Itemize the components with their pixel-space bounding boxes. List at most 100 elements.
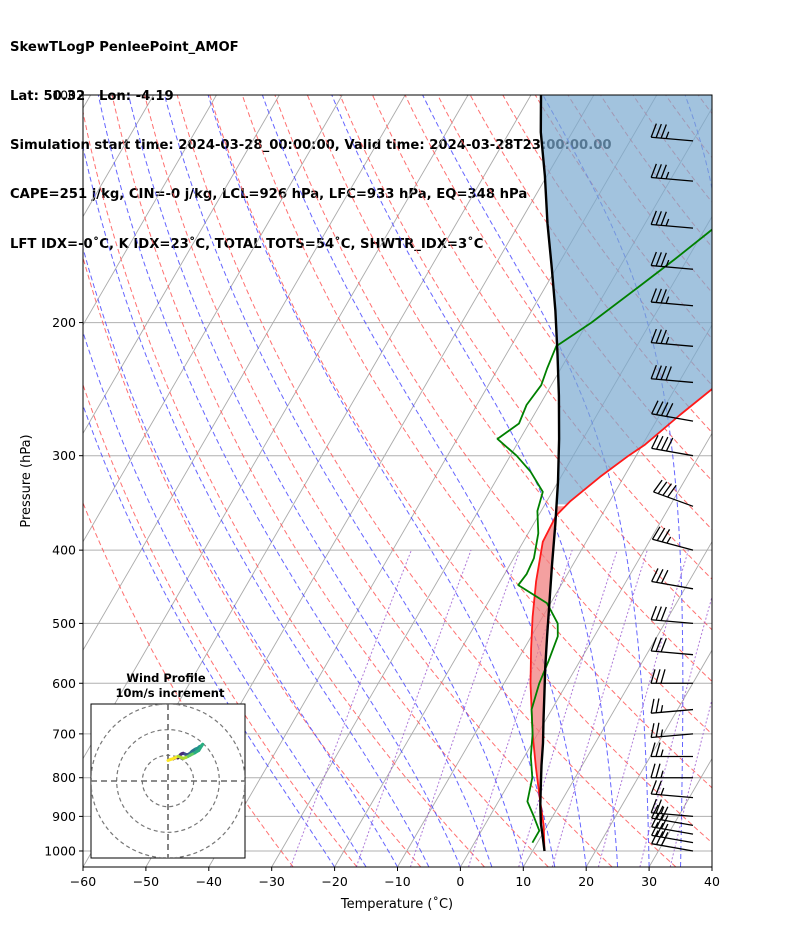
- location-line: Lat: 50.32 Lon: -4.19: [10, 89, 174, 105]
- x-tick-label: 20: [578, 874, 594, 889]
- moist-adiabat: [83, 330, 367, 867]
- moist-adiabat: [164, 95, 524, 867]
- wind-barb-full: [657, 481, 668, 495]
- x-tick-label: −20: [321, 874, 347, 889]
- wind-barb-full: [660, 823, 669, 838]
- wind-barb-full: [655, 569, 664, 583]
- y-tick-label: 500: [52, 616, 76, 631]
- dry-adiabat: [372, 95, 712, 580]
- wind-barb-staff: [651, 826, 694, 835]
- y-tick-label: 300: [52, 448, 76, 463]
- hodograph-subtitle: 10m/s increment: [116, 686, 225, 700]
- wind-barb-full: [651, 804, 659, 819]
- x-tick-label: −60: [70, 874, 96, 889]
- mixing-ratio-lines: [290, 549, 712, 867]
- wind-barb-staff: [651, 264, 694, 270]
- wind-barb-full: [655, 814, 664, 829]
- wind-barb-full: [665, 366, 672, 381]
- wind-barb-full: [650, 637, 657, 652]
- wind-barb-full: [660, 638, 667, 653]
- wind-barb-half: [665, 131, 670, 139]
- dewpoint-profile: [496, 228, 712, 844]
- wind-barb-full: [655, 637, 662, 652]
- wind-barb-full: [655, 252, 662, 267]
- wind-barb-full: [655, 288, 662, 303]
- cape-area: [540, 95, 712, 505]
- wind-barb-staff: [651, 447, 694, 457]
- wind-barb-full: [655, 831, 664, 845]
- wind-barb-full: [660, 211, 667, 226]
- wind-barb: [650, 669, 693, 684]
- wind-barb-full: [660, 164, 667, 179]
- isotherm: [83, 95, 217, 326]
- hodograph-plot: [91, 704, 245, 858]
- wind-barb-full: [650, 780, 657, 795]
- isotherm: [83, 95, 280, 435]
- wind-barb: [650, 251, 694, 270]
- wind-barb-staff: [653, 491, 694, 507]
- x-tick-label: 30: [641, 874, 657, 889]
- wind-barb-full: [651, 813, 659, 828]
- wind-barb: [650, 780, 694, 799]
- wind-barb-full: [650, 288, 657, 303]
- cape-line: CAPE=251 j/kg, CIN=-0 j/kg, LCL=926 hPa,…: [10, 187, 528, 203]
- wind-barb-staff: [651, 136, 694, 142]
- wind-barb-staff: [652, 538, 694, 551]
- wind-barb-staff: [651, 619, 694, 625]
- chart-title: SkewTLogP PenleePoint_AMOF: [10, 39, 239, 55]
- wind-barb-full: [667, 484, 677, 498]
- wind-barb-full: [651, 526, 661, 540]
- wind-barb-full: [655, 329, 662, 344]
- wind-barb-staff: [651, 580, 694, 590]
- moist-adiabat: [261, 95, 587, 867]
- wind-barb: [650, 364, 694, 384]
- isotherm: [522, 540, 712, 867]
- dry-adiabat: [83, 109, 485, 867]
- wind-barb-full: [650, 163, 657, 178]
- moist-adiabat: [97, 95, 461, 867]
- wind-barb-full: [655, 698, 660, 713]
- dry-adiabat: [83, 255, 422, 867]
- wind-barb-full: [660, 402, 669, 416]
- wind-barb-full: [650, 763, 656, 778]
- wind-barb: [650, 637, 694, 656]
- isotherm: [83, 95, 406, 652]
- wind-barbs: [650, 123, 694, 852]
- wind-barb-staff: [651, 843, 694, 852]
- parcel-profile: [539, 95, 561, 852]
- moist-adiabat: [207, 95, 556, 867]
- y-tick-label: 600: [52, 676, 76, 691]
- dry-adiabat: [241, 95, 712, 789]
- moist-adiabat: [422, 95, 650, 867]
- wind-barb: [651, 830, 694, 852]
- wind-barb-half: [665, 259, 670, 268]
- wind-barb-full: [650, 251, 657, 266]
- wind-barb-half: [666, 536, 672, 544]
- mixing-ratio-line: [518, 549, 618, 867]
- wind-barb-half: [665, 171, 670, 180]
- y-tick-label: 400: [52, 543, 76, 558]
- wind-barb: [650, 328, 694, 347]
- wind-barb-full: [660, 329, 667, 344]
- wind-barb-full: [655, 722, 660, 738]
- wind-barb: [650, 722, 694, 739]
- dry-adiabat: [306, 95, 712, 683]
- mixing-ratio-line: [355, 549, 472, 867]
- wind-barb-full: [655, 799, 662, 814]
- wind-barb-full: [650, 328, 657, 343]
- wind-barb-staff: [651, 378, 694, 384]
- index-line: LFT IDX=-0˚C, K IDX=23˚C, TOTAL TOTS=54˚…: [10, 236, 484, 252]
- hodograph-segment: [166, 757, 173, 762]
- wind-barb-staff: [651, 817, 694, 827]
- wind-barb-staff: [651, 708, 694, 714]
- wind-barb-full: [653, 479, 663, 493]
- wind-barb-staff: [651, 223, 694, 229]
- wind-barb-full: [655, 669, 661, 684]
- dry-adiabat: [437, 95, 712, 482]
- wind-barb-full: [655, 606, 662, 621]
- wind-barb: [650, 798, 694, 818]
- wind-barb-half: [665, 336, 670, 345]
- wind-barb-full: [651, 830, 659, 844]
- wind-barb-full: [660, 606, 667, 621]
- y-tick-label: 900: [52, 809, 76, 824]
